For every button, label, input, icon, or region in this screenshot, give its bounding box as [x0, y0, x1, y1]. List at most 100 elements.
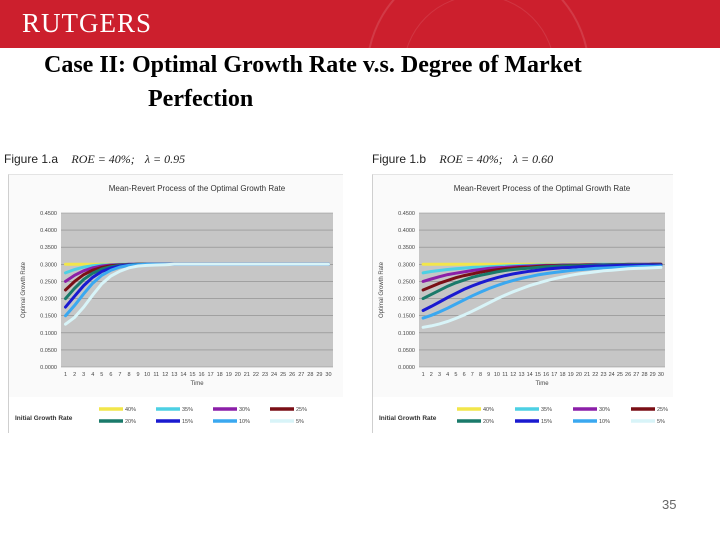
x-tick-label: 15	[535, 372, 541, 378]
y-tick-label: 0.1500	[398, 314, 415, 320]
x-tick-label: 22	[592, 372, 598, 378]
x-tick-label: 9	[137, 372, 140, 378]
legend-label: 30%	[599, 407, 610, 413]
x-tick-label: 19	[226, 372, 232, 378]
x-tick-label: 30	[658, 372, 664, 378]
x-tick-label: 1	[422, 372, 425, 378]
x-tick-label: 16	[543, 372, 549, 378]
series-line	[64, 262, 330, 326]
x-tick-label: 28	[307, 372, 313, 378]
x-tick-label: 9	[487, 372, 490, 378]
legend-label: 35%	[182, 407, 193, 413]
y-tick-label: 0.1500	[40, 314, 57, 320]
slide-title-line2: Perfection	[148, 86, 254, 112]
legend-label: 5%	[657, 419, 665, 425]
x-tick-label: 24	[609, 372, 615, 378]
y-tick-label: 0.1000	[40, 331, 57, 337]
y-tick-label: 0.1000	[398, 331, 415, 337]
y-axis-label: Optimal Growth Rate	[379, 261, 385, 318]
x-tick-label: 18	[559, 372, 565, 378]
x-tick-label: 5	[454, 372, 457, 378]
chart-panel-1a: Mean-Revert Process of the Optimal Growt…	[8, 174, 343, 433]
legend-area	[373, 397, 673, 433]
x-tick-label: 10	[144, 372, 150, 378]
x-tick-label: 29	[650, 372, 656, 378]
y-tick-label: 0.4500	[40, 211, 57, 217]
x-tick-label: 4	[91, 372, 94, 378]
x-tick-label: 7	[471, 372, 474, 378]
x-tick-label: 1	[64, 372, 67, 378]
plot-area	[419, 213, 665, 367]
legend-label: 15%	[182, 419, 193, 425]
x-tick-label: 6	[109, 372, 112, 378]
x-tick-label: 14	[527, 372, 533, 378]
chart-title: Mean-Revert Process of the Optimal Growt…	[109, 184, 286, 193]
x-tick-label: 8	[127, 372, 130, 378]
y-tick-label: 0.3500	[40, 245, 57, 251]
chart-panel-1b: Mean-Revert Process of the Optimal Growt…	[372, 174, 673, 433]
y-tick-label: 0.4500	[398, 211, 415, 217]
y-tick-label: 0.3500	[398, 245, 415, 251]
x-tick-label: 2	[73, 372, 76, 378]
page-number: 35	[662, 497, 677, 512]
x-tick-label: 2	[430, 372, 433, 378]
x-tick-label: 20	[576, 372, 582, 378]
x-tick-label: 17	[208, 372, 214, 378]
x-tick-label: 8	[479, 372, 482, 378]
x-tick-label: 5	[100, 372, 103, 378]
legend-title: Initial Growth Rate	[15, 415, 73, 422]
x-tick-label: 25	[617, 372, 623, 378]
x-tick-label: 13	[171, 372, 177, 378]
legend-area	[9, 397, 343, 433]
legend-label: 40%	[125, 407, 136, 413]
x-tick-label: 4	[446, 372, 449, 378]
x-tick-label: 27	[298, 372, 304, 378]
y-tick-label: 0.2000	[398, 297, 415, 303]
x-tick-label: 17	[551, 372, 557, 378]
legend-label: 15%	[541, 419, 552, 425]
y-axis-label: Optimal Growth Rate	[21, 261, 27, 318]
x-tick-label: 19	[568, 372, 574, 378]
roe-text: ROE = 40%;	[439, 152, 503, 166]
x-tick-label: 22	[253, 372, 259, 378]
x-tick-label: 28	[641, 372, 647, 378]
x-tick-label: 7	[118, 372, 121, 378]
x-tick-label: 10	[494, 372, 500, 378]
y-tick-label: 0.4000	[398, 228, 415, 234]
y-tick-label: 0.2500	[40, 279, 57, 285]
series-line	[421, 265, 663, 329]
lambda-text: λ = 0.60	[512, 152, 554, 166]
x-axis-label: Time	[190, 381, 204, 387]
x-tick-label: 21	[584, 372, 590, 378]
x-tick-label: 26	[289, 372, 295, 378]
legend-label: 5%	[296, 419, 304, 425]
slide-title-line1: Case II: Optimal Growth Rate v.s. Degree…	[44, 52, 582, 78]
x-tick-label: 6	[463, 372, 466, 378]
x-tick-label: 30	[325, 372, 331, 378]
x-tick-label: 13	[518, 372, 524, 378]
x-tick-label: 27	[633, 372, 639, 378]
figure-1a-label: Figure 1.a ROE = 40%; λ = 0.95	[4, 152, 185, 167]
x-tick-label: 12	[510, 372, 516, 378]
y-tick-label: 0.2000	[40, 297, 57, 303]
roe-text: ROE = 40%;	[71, 152, 135, 166]
y-tick-label: 0.4000	[40, 228, 57, 234]
y-tick-label: 0.0000	[40, 365, 57, 371]
figure-label-text: Figure 1.b	[372, 152, 427, 166]
x-tick-label: 20	[235, 372, 241, 378]
legend-title: Initial Growth Rate	[379, 415, 437, 422]
x-tick-label: 11	[153, 372, 159, 378]
y-tick-label: 0.2500	[398, 279, 415, 285]
x-tick-label: 12	[162, 372, 168, 378]
x-axis-label: Time	[535, 381, 549, 387]
x-tick-label: 16	[198, 372, 204, 378]
series-line	[421, 263, 663, 312]
legend-label: 10%	[239, 419, 250, 425]
x-tick-label: 21	[244, 372, 250, 378]
header-banner: RUTGERS	[0, 0, 720, 48]
y-tick-label: 0.0500	[40, 348, 57, 354]
line-chart-1b: Mean-Revert Process of the Optimal Growt…	[373, 184, 673, 433]
legend-label: 20%	[483, 419, 494, 425]
x-tick-label: 26	[625, 372, 631, 378]
figure-label-text: Figure 1.a	[4, 152, 59, 166]
